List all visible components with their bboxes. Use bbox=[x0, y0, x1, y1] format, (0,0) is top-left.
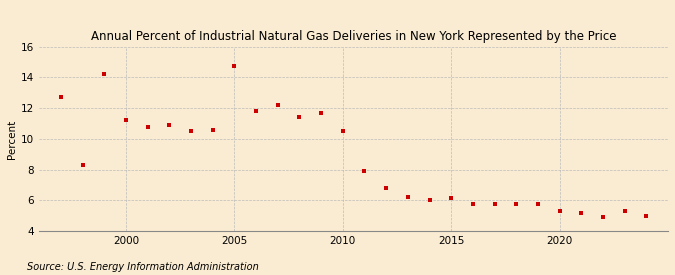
Point bbox=[294, 115, 305, 120]
Point bbox=[511, 201, 522, 206]
Point bbox=[77, 163, 88, 167]
Point bbox=[359, 169, 370, 174]
Point bbox=[142, 125, 153, 129]
Point bbox=[164, 123, 175, 127]
Text: Source: U.S. Energy Information Administration: Source: U.S. Energy Information Administ… bbox=[27, 262, 259, 272]
Point bbox=[533, 201, 543, 206]
Point bbox=[619, 209, 630, 213]
Point bbox=[338, 129, 348, 133]
Point bbox=[316, 111, 327, 115]
Point bbox=[55, 95, 66, 100]
Point bbox=[468, 201, 479, 206]
Point bbox=[554, 209, 565, 213]
Point bbox=[250, 109, 261, 114]
Point bbox=[121, 118, 132, 123]
Point bbox=[99, 72, 109, 76]
Point bbox=[597, 215, 608, 219]
Point bbox=[446, 196, 456, 200]
Point bbox=[272, 103, 283, 107]
Point bbox=[489, 201, 500, 206]
Point bbox=[424, 198, 435, 203]
Point bbox=[229, 64, 240, 68]
Y-axis label: Percent: Percent bbox=[7, 119, 17, 159]
Point bbox=[381, 186, 392, 190]
Point bbox=[641, 214, 652, 218]
Point bbox=[207, 128, 218, 132]
Point bbox=[576, 211, 587, 215]
Point bbox=[402, 195, 413, 200]
Point bbox=[186, 129, 196, 133]
Title: Annual Percent of Industrial Natural Gas Deliveries in New York Represented by t: Annual Percent of Industrial Natural Gas… bbox=[91, 30, 616, 43]
